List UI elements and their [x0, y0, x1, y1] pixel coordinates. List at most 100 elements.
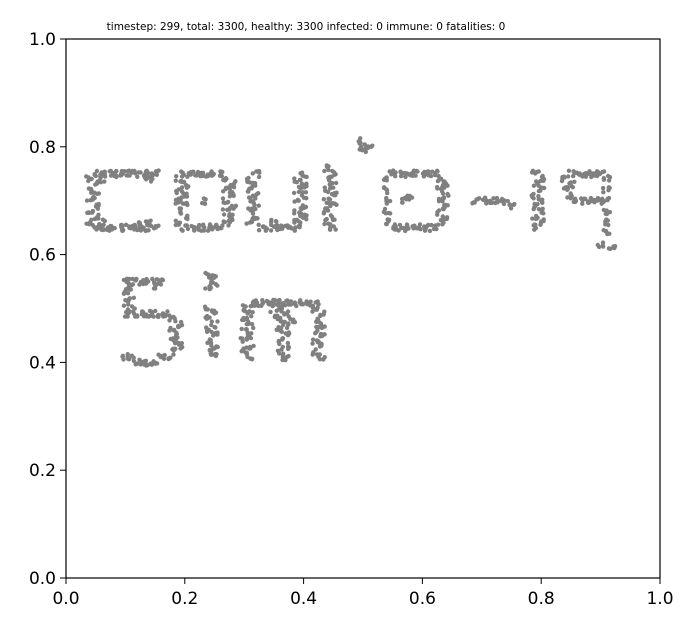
- scatter-point: [144, 363, 149, 368]
- scatter-point: [98, 174, 103, 179]
- x-axis: 0.0 0.2 0.4 0.6 0.8 1.0: [52, 578, 674, 609]
- scatter-point: [198, 174, 203, 179]
- scatter-point: [280, 226, 285, 231]
- scatter-point: [301, 195, 307, 200]
- scatter-point: [300, 302, 306, 307]
- scatter-point: [183, 182, 188, 188]
- scatter-point: [209, 173, 214, 178]
- scatter-point: [86, 178, 91, 184]
- scatter-point: [538, 178, 543, 184]
- scatter-point: [326, 167, 331, 173]
- scatter-point: [210, 227, 215, 232]
- scatter-point: [90, 208, 96, 214]
- scatter-point: [264, 298, 270, 304]
- scatter-point: [174, 331, 179, 337]
- scatter-point: [321, 311, 326, 317]
- scatter-point: [196, 224, 202, 229]
- scatter-point: [505, 198, 510, 204]
- scatter-point: [477, 196, 482, 201]
- scatter-point: [418, 227, 423, 232]
- scatter-point: [415, 169, 420, 174]
- scatter-point: [108, 168, 114, 174]
- scatter-point: [227, 205, 233, 211]
- scatter-point: [382, 206, 388, 212]
- scatter-point: [114, 168, 119, 174]
- scatter-point: [318, 321, 324, 326]
- scatter-point: [249, 331, 254, 336]
- scatter-point: [280, 357, 285, 363]
- scatter-point: [275, 348, 281, 353]
- scatter-point: [583, 174, 589, 179]
- scatter-point: [182, 194, 187, 199]
- scatter-point: [202, 201, 208, 206]
- scatter-point: [322, 221, 327, 227]
- scatter-point: [384, 175, 389, 180]
- scatter-point: [213, 351, 218, 357]
- points-layer: [84, 136, 618, 368]
- scatter-point: [568, 180, 573, 185]
- scatter-point: [601, 176, 606, 181]
- scatter-point: [298, 171, 303, 176]
- scatter-point: [540, 200, 545, 205]
- scatter-point: [192, 225, 197, 230]
- scatter-point: [288, 299, 294, 304]
- scatter-point: [605, 231, 610, 237]
- scatter-point: [489, 200, 494, 205]
- scatter-point: [566, 174, 571, 179]
- scatter-point: [112, 225, 117, 231]
- scatter-point: [384, 198, 389, 204]
- scatter-point: [201, 224, 206, 229]
- scatter-point: [152, 281, 157, 287]
- scatter-point: [178, 211, 184, 216]
- scatter-point: [294, 303, 299, 309]
- scatter-point: [121, 357, 126, 362]
- scatter-point: [573, 170, 578, 175]
- scatter-point: [303, 204, 309, 210]
- scatter-point: [215, 330, 220, 335]
- scatter-point: [248, 346, 253, 351]
- scatter-point: [256, 203, 261, 208]
- scatter-point: [411, 169, 416, 174]
- scatter-point: [173, 201, 178, 206]
- scatter-point: [508, 206, 514, 211]
- scatter-point: [606, 178, 612, 183]
- scatter-point: [226, 199, 231, 205]
- scatter-point: [102, 218, 108, 224]
- scatter-point: [300, 182, 305, 187]
- scatter-point: [165, 309, 170, 314]
- chart-title: timestep: 299, total: 3300, healthy: 330…: [107, 21, 506, 33]
- scatter-point: [412, 223, 417, 228]
- scatter-point: [604, 211, 610, 217]
- scatter-point: [406, 197, 412, 202]
- scatter-point: [535, 181, 540, 186]
- scatter-point: [96, 191, 102, 196]
- scatter-point: [135, 174, 140, 179]
- scatter-point: [168, 355, 173, 360]
- scatter-point: [287, 225, 292, 230]
- scatter-point: [603, 222, 608, 227]
- scatter-point: [173, 178, 178, 183]
- scatter-point: [125, 314, 130, 319]
- scatter-point: [421, 171, 426, 176]
- scatter-point: [601, 228, 606, 233]
- scatter-point: [89, 176, 94, 182]
- scatter-point: [539, 210, 544, 215]
- scatter-point: [108, 223, 113, 229]
- scatter-point: [326, 175, 331, 180]
- scatter-point: [387, 198, 393, 204]
- scatter-point: [589, 174, 594, 180]
- scatter-point: [532, 205, 537, 210]
- scatter-point: [331, 224, 336, 229]
- scatter-point: [386, 219, 391, 224]
- scatter-point: [153, 308, 158, 314]
- scatter-point: [249, 357, 255, 362]
- scatter-point: [597, 171, 603, 177]
- scatter-point: [385, 190, 390, 196]
- scatter-point: [388, 211, 393, 216]
- scatter-point: [136, 220, 142, 225]
- scatter-point: [436, 199, 442, 204]
- scatter-point: [126, 297, 132, 302]
- x-tick-label: 0.6: [409, 589, 436, 609]
- scatter-point: [333, 227, 338, 232]
- scatter-point: [227, 186, 232, 192]
